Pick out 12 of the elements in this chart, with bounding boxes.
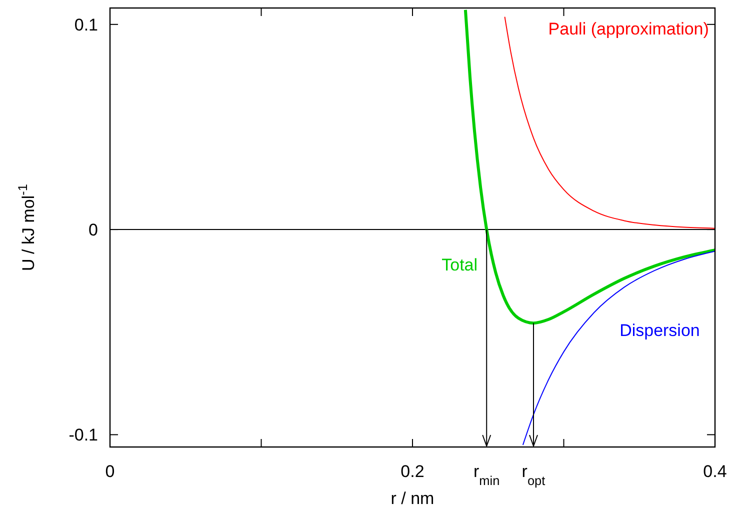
x-tick-label: r$_{min}$ [474, 462, 500, 488]
y-tick-label: 0 [88, 220, 98, 240]
series-label: Total [442, 256, 478, 275]
series-label: Dispersion [620, 321, 700, 340]
x-tick-label: 0.2 [400, 462, 424, 481]
x-tick-label: r$_{opt}$ [522, 462, 546, 488]
x-tick-label: 0 [105, 462, 115, 481]
y-tick-label: 0.1 [74, 15, 98, 34]
x-axis-title: r / nm [390, 489, 434, 508]
y-tick-label: -0.1 [68, 426, 98, 445]
text: Pauli (approximation) [548, 20, 709, 39]
x-tick-label: 0.4 [703, 462, 727, 481]
